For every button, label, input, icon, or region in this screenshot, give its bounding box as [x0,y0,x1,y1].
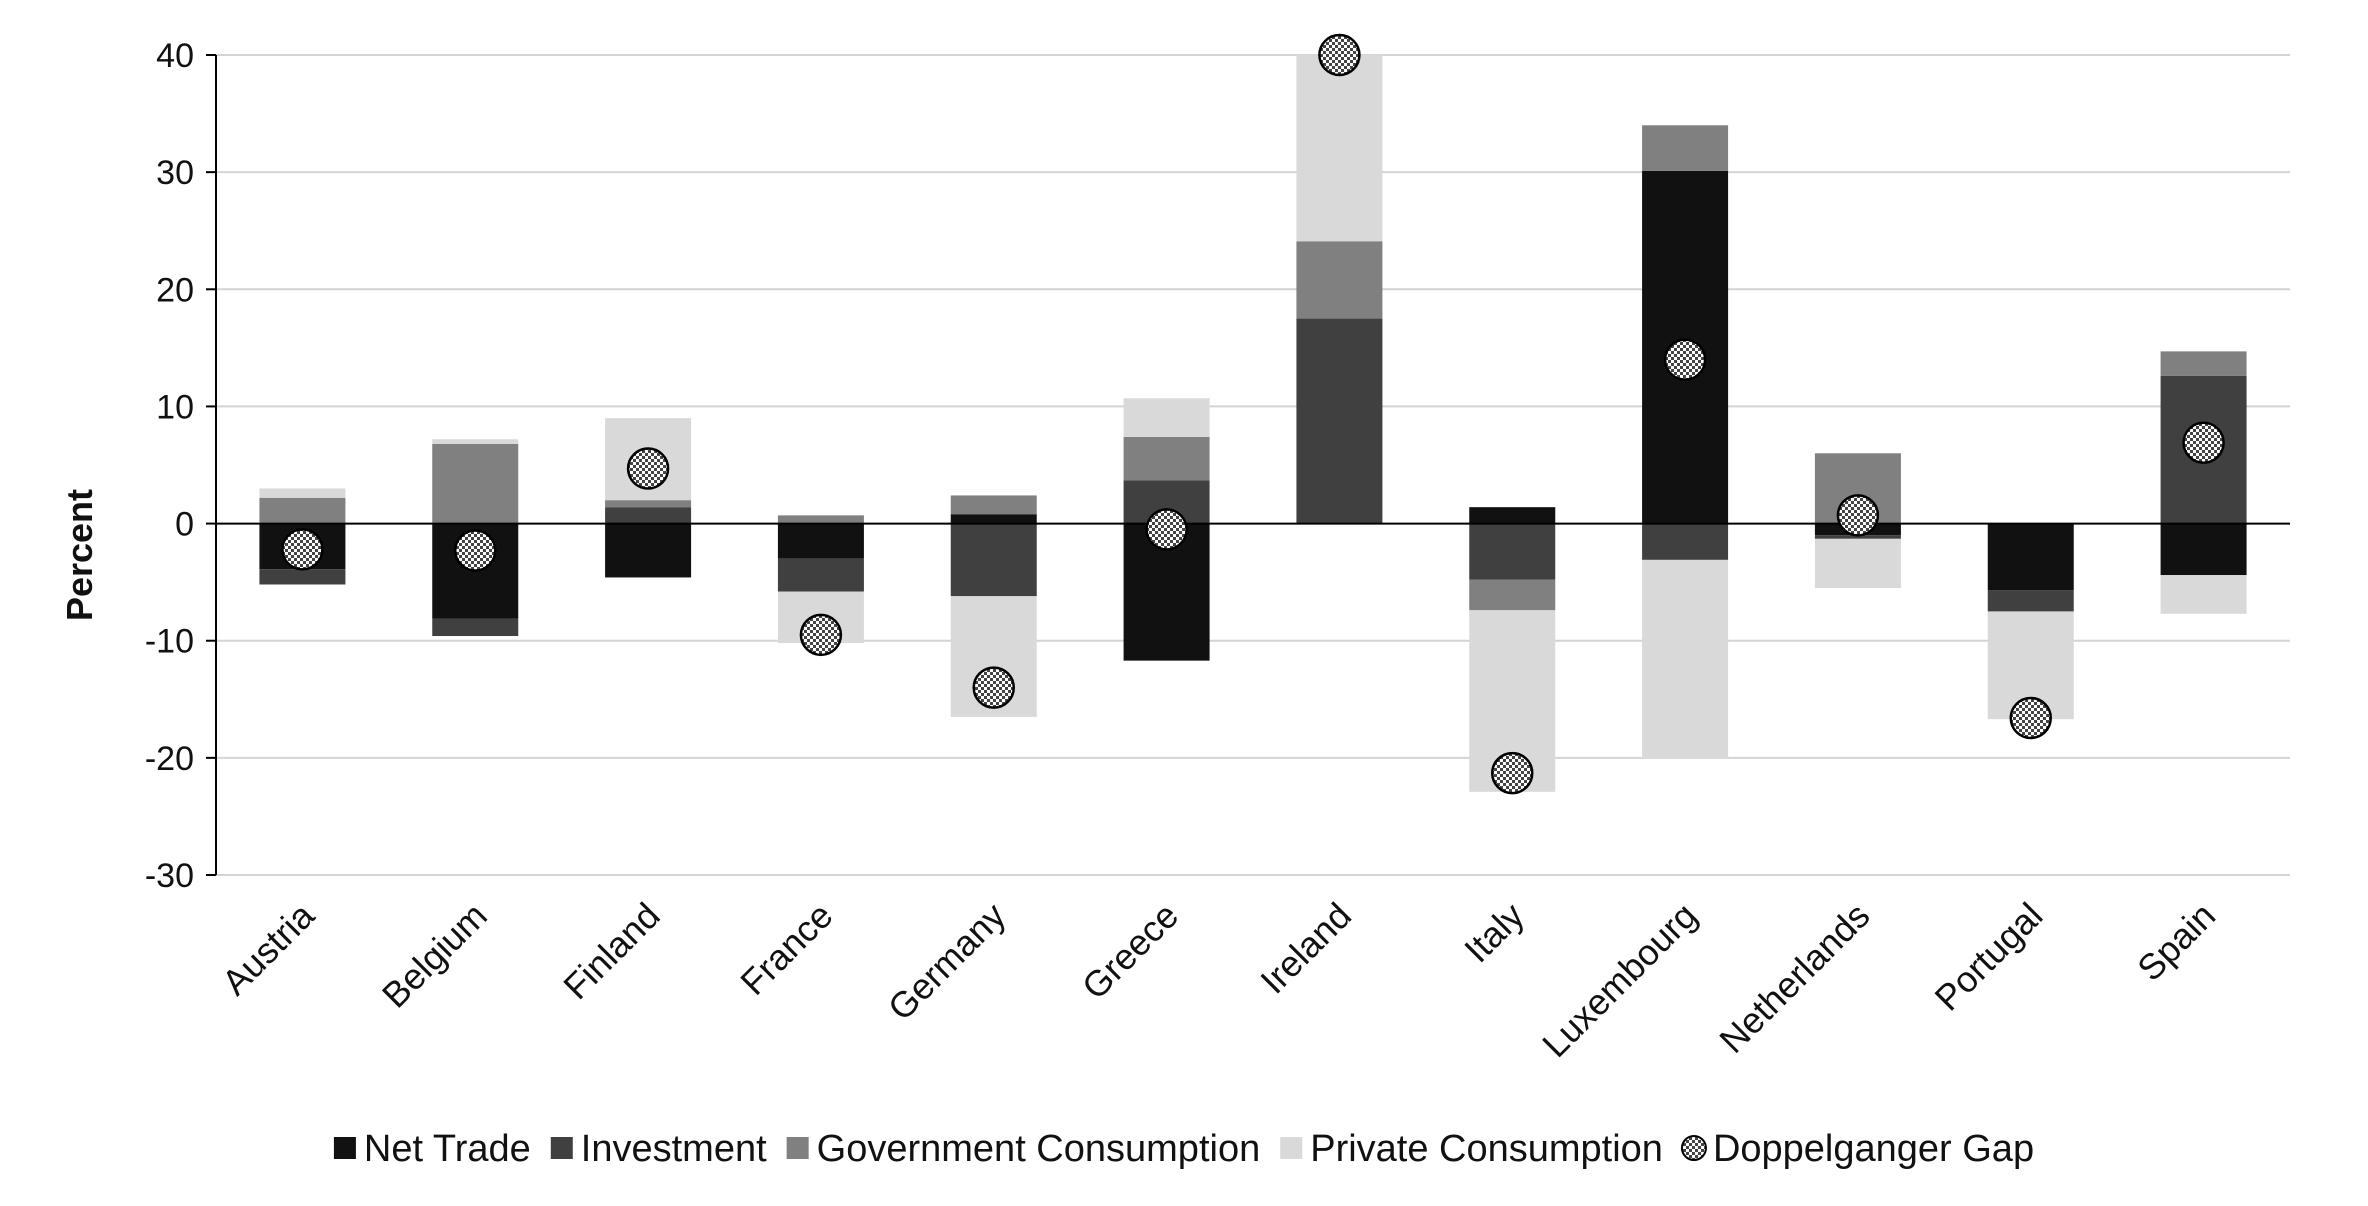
x-category-label: Greece [1074,895,1186,1007]
legend-item: Net Trade [333,1128,531,1170]
doppelganger-gap-marker [1491,751,1534,795]
y-tick-label: 30 [156,154,194,192]
x-category-label: Belgium [374,895,495,1016]
legend-label: Net Trade [364,1128,531,1170]
bar-segment [605,500,692,508]
bar-segment [605,523,692,578]
legend-label: Investment [581,1128,767,1170]
legend-swatch [786,1137,809,1159]
bar-segment [2160,575,2247,614]
x-category-label: Austria [214,894,323,1003]
bars [259,55,2247,792]
gridlines [206,54,2290,876]
y-axis-title: Percent [59,489,100,621]
x-category-label: Ireland [1252,895,1359,1002]
bar-segment [1814,538,1901,588]
bar-segment [2160,523,2247,576]
x-category-labels: Austria Belgium Finland France Germany Greece… [214,894,2223,1065]
bar-segment [950,523,1037,597]
legend-swatch [550,1137,573,1159]
bar-segment [950,514,1037,524]
x-category-label: Spain [2129,895,2223,989]
legend-item: Government Consumption [786,1128,1261,1170]
legend-swatch [333,1137,356,1159]
legend-item: Private Consumption [1280,1128,1663,1170]
bar-segment [432,618,519,637]
axes [215,55,2290,875]
bar-segment [1296,241,1383,319]
bar-segment [1469,579,1556,611]
y-tick-label: -30 [145,857,194,895]
x-category-label: France [732,895,840,1003]
y-tick-label: -20 [145,740,194,778]
bar-segment [1469,523,1556,580]
bar-segment [777,515,864,524]
bar-segment [1296,55,1383,242]
doppelganger-gap-marker [1663,338,1707,381]
bar-segment [1123,398,1210,437]
doppelganger-gap-marker [2182,421,2225,464]
doppelganger-gap-marker [281,528,324,571]
bar-segment [1642,523,1729,560]
doppelganger-gap-marker [626,447,670,490]
bar-segment [1469,507,1556,524]
bar-segment [432,443,519,524]
y-tick-label: 0 [175,506,194,544]
bar-segment [1642,125,1729,171]
legend-label: Doppelganger Gap [1713,1128,2034,1170]
doppelganger-gap-marker [1318,33,1361,77]
x-category-label: Italy [1456,895,1532,971]
doppelganger-gap-marker [799,613,843,657]
bar-segment [950,495,1037,515]
bar-segment [432,439,519,444]
x-category-label: Finland [555,895,667,1007]
x-category-label: Netherlands [1711,895,1877,1061]
y-tick-label: -10 [145,623,194,661]
bar-segment [1642,559,1729,760]
bar-segment [259,569,346,585]
legend-item: Investment [550,1128,767,1170]
legend-item: Doppelganger Gap [1680,1128,2034,1170]
legend: Net Trade Investment Government Consumptio… [333,1128,2034,1170]
x-category-label: Portugal [1927,895,2051,1019]
bar-segment [259,497,346,524]
legend-label: Government Consumption [817,1128,1261,1170]
y-tick-label: 40 [156,37,194,75]
bar-segment [605,507,692,524]
legend-label: Private Consumption [1310,1128,1663,1170]
legend-swatch [1280,1137,1303,1159]
doppelganger-gap-marker [1836,494,1880,537]
doppelganger-gap-marker [1145,508,1188,551]
y-tick-labels: 40 30 20 10 0 -10 -20 -30 [145,37,194,895]
bar-segment [777,558,864,592]
bar-segment [1296,318,1383,524]
doppelganger-gap-marker [2009,696,2052,740]
bar-segment [1814,535,1901,539]
x-category-label: Luxembourg [1534,895,1705,1066]
doppelganger-gap-marker [454,529,497,572]
gap-markers [281,33,2225,795]
doppelganger-gap-marker [972,666,1015,709]
bar-segment [1987,523,2074,591]
y-tick-label: 10 [156,388,194,426]
legend-marker-symbol [1680,1135,1707,1161]
bar-segment [2160,351,2247,376]
bar-segment [259,488,346,498]
bar-segment [777,523,864,559]
y-tick-label: 20 [156,271,194,309]
x-category-label: Germany [880,895,1014,1029]
bar-segment [1987,590,2074,612]
bar-segment [1123,436,1210,481]
